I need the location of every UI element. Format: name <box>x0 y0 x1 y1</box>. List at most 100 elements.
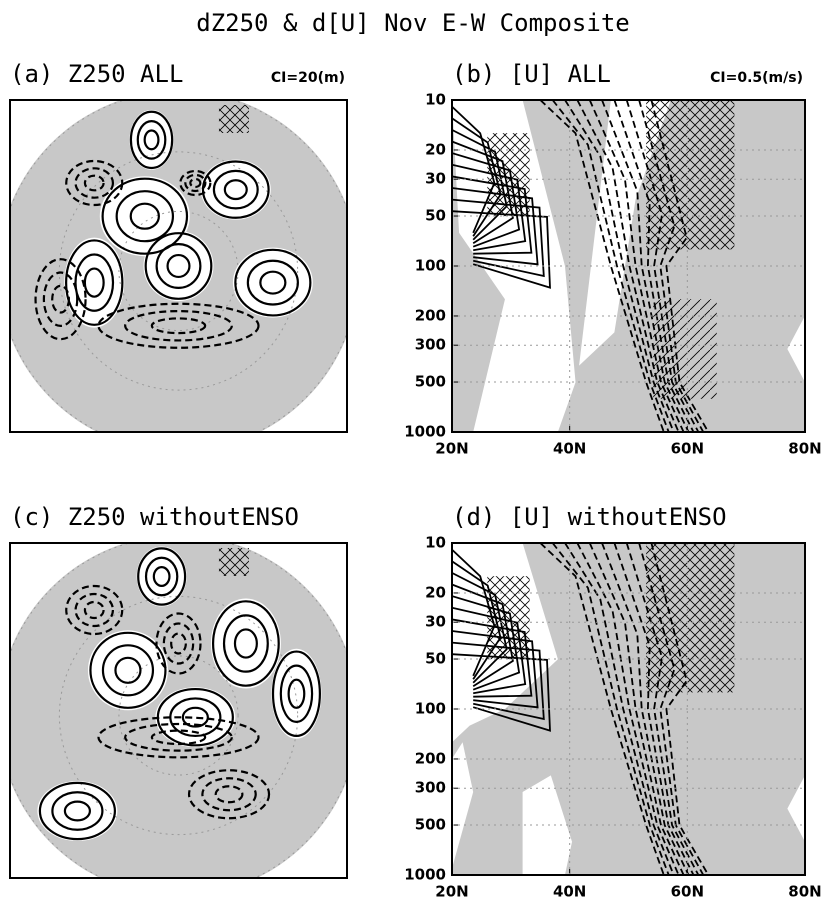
contour <box>129 202 160 230</box>
contour <box>124 722 233 752</box>
contour <box>166 253 191 279</box>
x-tick-label: 80N <box>788 883 821 901</box>
x-tick-label: 20N <box>435 883 468 901</box>
hatch-region <box>646 100 735 250</box>
contour <box>51 791 104 831</box>
contour <box>189 177 202 189</box>
contour <box>74 592 115 628</box>
hatch-region <box>653 299 717 399</box>
x-tick-label: 60N <box>671 883 704 901</box>
contour <box>234 248 312 317</box>
contour <box>613 543 695 875</box>
contour <box>89 631 167 709</box>
contour <box>271 650 321 738</box>
positive-region <box>129 109 174 170</box>
positive-region <box>522 775 573 875</box>
y-tick-label: 20 <box>425 140 446 158</box>
y-tick-label: 300 <box>415 779 446 797</box>
y-tick-label: 50 <box>425 207 446 225</box>
contour <box>551 543 670 875</box>
positive-region <box>210 598 281 689</box>
hatch-region <box>646 543 735 693</box>
hatch-region <box>218 548 249 576</box>
contour <box>38 781 117 841</box>
contour <box>539 543 665 875</box>
contour <box>152 566 171 587</box>
hatch-region <box>487 133 530 217</box>
positive-region <box>452 742 474 869</box>
x-tick-label: 80N <box>788 440 821 458</box>
contour <box>233 628 258 659</box>
contour <box>97 302 260 349</box>
contour <box>136 119 167 160</box>
y-tick-label: 10 <box>425 91 446 109</box>
contour-interval: CI=20(m) <box>271 70 345 86</box>
contour <box>601 543 690 875</box>
x-tick-label: 20N <box>435 440 468 458</box>
contour <box>114 656 142 684</box>
contour <box>170 632 187 655</box>
contour <box>155 612 202 675</box>
contour <box>150 729 207 746</box>
contour <box>212 169 259 210</box>
contour <box>564 100 675 432</box>
contour <box>279 664 314 723</box>
plot-frame <box>9 542 348 879</box>
y-tick-label: 300 <box>415 336 446 354</box>
y-tick-label: 30 <box>425 613 446 631</box>
contour <box>74 167 115 199</box>
contour <box>129 110 174 170</box>
positive-region <box>579 100 671 366</box>
y-tick-label: 1000 <box>404 423 446 441</box>
plot-frame <box>9 99 348 433</box>
latitude-circle <box>118 655 239 776</box>
contour <box>101 177 189 255</box>
positive-region <box>143 231 214 301</box>
positive-region <box>155 687 236 748</box>
x-tick-label: 40N <box>553 440 586 458</box>
contour <box>74 253 115 312</box>
map-area <box>10 543 347 878</box>
contour <box>65 159 124 207</box>
contour-interval: CI=0.5(m/s) <box>710 70 803 86</box>
contour <box>34 258 87 341</box>
y-tick-label: 200 <box>415 749 446 767</box>
plot-frame <box>451 542 806 876</box>
contour <box>101 644 155 697</box>
y-tick-label: 50 <box>425 650 446 668</box>
contour <box>124 309 233 342</box>
latitude-circle <box>58 595 299 836</box>
contour <box>576 543 680 875</box>
contour <box>222 614 269 673</box>
map-area <box>10 100 347 432</box>
positive-region <box>200 159 271 220</box>
x-tick-label: 60N <box>671 440 704 458</box>
hatch-region <box>218 105 249 133</box>
contour <box>144 232 213 300</box>
y-tick-label: 20 <box>425 583 446 601</box>
contour <box>162 622 195 665</box>
positive-region <box>87 630 168 711</box>
contour <box>223 179 248 201</box>
panel-title: (b) [U] ALL <box>452 60 611 88</box>
hatch-region <box>487 576 530 660</box>
contour <box>65 239 124 326</box>
latitude-circle <box>58 151 299 391</box>
contour <box>259 270 287 295</box>
contour <box>83 174 105 192</box>
contour <box>246 259 299 306</box>
contour <box>150 317 207 335</box>
contour <box>638 543 705 875</box>
contour <box>588 543 685 875</box>
y-tick-label: 500 <box>415 816 446 834</box>
contour <box>214 785 244 804</box>
contour <box>137 547 187 606</box>
contour <box>144 556 179 597</box>
panel-title: (c) Z250 withoutENSO <box>10 503 299 531</box>
y-tick-label: 30 <box>425 170 446 188</box>
contour <box>97 716 260 759</box>
y-tick-label: 500 <box>415 373 446 391</box>
y-tick-label: 100 <box>415 700 446 718</box>
contour <box>143 129 160 151</box>
